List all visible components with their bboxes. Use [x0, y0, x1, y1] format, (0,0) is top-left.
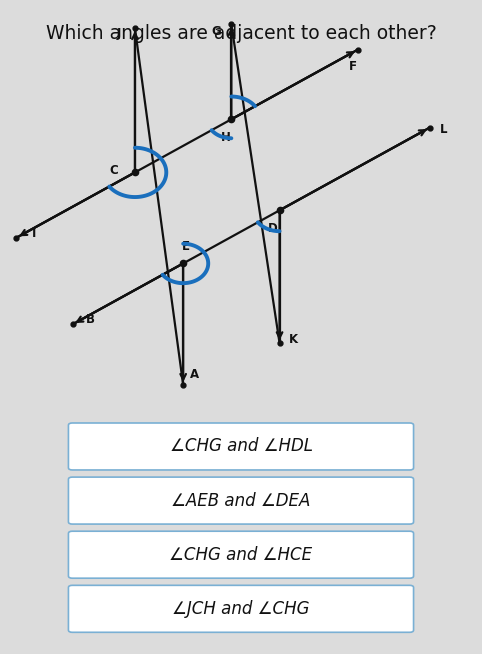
Text: L: L	[440, 123, 448, 136]
Text: F: F	[349, 60, 357, 73]
Text: K: K	[289, 333, 298, 346]
Text: ∠CHG and ∠HCE: ∠CHG and ∠HCE	[170, 545, 312, 564]
Text: E: E	[182, 240, 189, 253]
Text: ∠AEB and ∠DEA: ∠AEB and ∠DEA	[171, 492, 311, 509]
Text: I: I	[32, 228, 36, 241]
Text: A: A	[190, 368, 200, 381]
Text: H: H	[221, 131, 230, 145]
Text: D: D	[268, 222, 277, 235]
Text: ∠JCH and ∠CHG: ∠JCH and ∠CHG	[172, 600, 310, 618]
FancyBboxPatch shape	[68, 477, 414, 524]
Text: J: J	[117, 27, 121, 41]
FancyBboxPatch shape	[68, 423, 414, 470]
FancyBboxPatch shape	[68, 531, 414, 578]
Text: G: G	[211, 25, 221, 38]
Text: C: C	[109, 164, 118, 177]
Text: Which angles are adjacent to each other?: Which angles are adjacent to each other?	[46, 24, 436, 43]
FancyBboxPatch shape	[68, 585, 414, 632]
Text: ∠CHG and ∠HDL: ∠CHG and ∠HDL	[170, 438, 312, 455]
Text: B: B	[86, 313, 95, 326]
